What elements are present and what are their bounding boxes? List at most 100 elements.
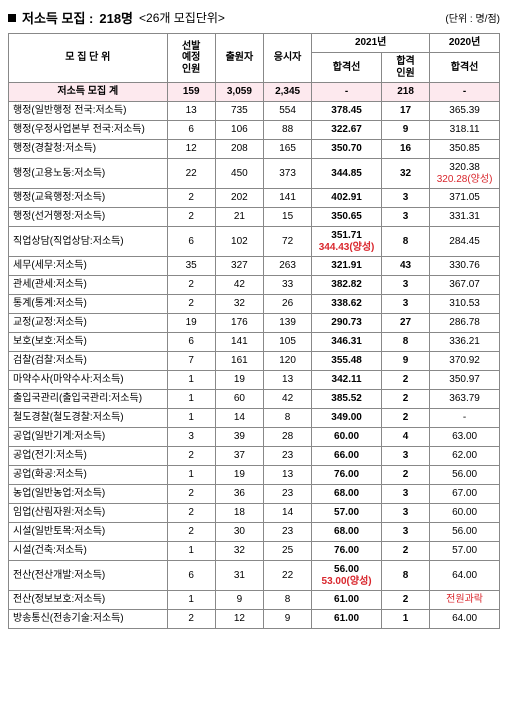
cell-passed: 2 [381,542,429,561]
row-name: 행정(선거행정:저소득) [9,208,168,227]
summary-cutoff2020: - [430,83,500,102]
cell-exam: 23 [263,447,311,466]
cell-exam: 139 [263,314,311,333]
table-row: 마약수사(마약수사:저소득)11913342.112350.97 [9,371,500,390]
cell-sel: 12 [167,140,215,159]
cell-exam: 88 [263,121,311,140]
cell-cutoff2020: 57.00 [430,542,500,561]
cell-cutoff2020: 336.21 [430,333,500,352]
cell-cutoff2020: 367.07 [430,276,500,295]
summary-passed: 218 [381,83,429,102]
summary-selection: 159 [167,83,215,102]
cell-app: 60 [215,390,263,409]
cell-exam: 9 [263,610,311,629]
cell-sel: 2 [167,447,215,466]
table-row: 출입국관리(출입국관리:저소득)16042385.522363.79 [9,390,500,409]
row-name: 전산(전산개발:저소득) [9,561,168,591]
table-row: 철도경찰(철도경찰:저소득)1148349.002- [9,409,500,428]
cell-app: 9 [215,591,263,610]
cell-passed: 32 [381,159,429,189]
cell-sel: 1 [167,591,215,610]
cell-app: 19 [215,371,263,390]
cell-cutoff2021: 61.00 [312,610,382,629]
cell-cutoff2020: - [430,409,500,428]
cell-sel: 6 [167,333,215,352]
cell-exam: 8 [263,591,311,610]
cell-cutoff2020: 56.00 [430,523,500,542]
cell-sel: 2 [167,504,215,523]
table-row: 방송통신(전송기술:저소득)212961.00164.00 [9,610,500,629]
cell-sel: 1 [167,409,215,428]
cell-app: 31 [215,561,263,591]
cell-cutoff2021: 338.62 [312,295,382,314]
cell-exam: 23 [263,485,311,504]
cell-cutoff2021: 290.73 [312,314,382,333]
row-name: 관세(관세:저소득) [9,276,168,295]
table-row: 시설(일반토목:저소득)2302368.00356.00 [9,523,500,542]
table-row: 공업(일반기계:저소득)3392860.00463.00 [9,428,500,447]
summary-examinees: 2,345 [263,83,311,102]
cell-passed: 9 [381,352,429,371]
table-row: 행정(고용노동:저소득)22450373344.8532320.38320.28… [9,159,500,189]
cell-sel: 6 [167,561,215,591]
row-name: 공업(전기:저소득) [9,447,168,466]
cell-cutoff2021: 351.71344.43(양성) [312,227,382,257]
table-row: 행정(경찰청:저소득)12208165350.7016350.85 [9,140,500,159]
row-name: 공업(화공:저소득) [9,466,168,485]
cell-exam: 22 [263,561,311,591]
cell-exam: 15 [263,208,311,227]
cell-cutoff2020: 60.00 [430,504,500,523]
cell-passed: 17 [381,102,429,121]
header-row-1: 모 집 단 위 선발예정인원 출원자 응시자 2021년 2020년 [9,34,500,53]
cell-cutoff2021: 57.00 [312,504,382,523]
cell-sel: 6 [167,227,215,257]
row-name: 출입국관리(출입국관리:저소득) [9,390,168,409]
row-name: 통계(통계:저소득) [9,295,168,314]
cell-cutoff2021: 68.00 [312,523,382,542]
cell-cutoff2020: 63.00 [430,428,500,447]
cell-passed: 8 [381,333,429,352]
document-header: 저소득 모집 : 218명 <26개 모집단위> (단위 : 명/점) [8,8,500,27]
row-name: 임업(산림자원:저소득) [9,504,168,523]
cell-cutoff2020: 전원과락 [430,591,500,610]
col-selection: 선발예정인원 [167,34,215,83]
table-row: 보호(보호:저소득)6141105346.318336.21 [9,333,500,352]
cell-passed: 8 [381,227,429,257]
cell-sel: 1 [167,390,215,409]
table-row: 통계(통계:저소득)23226338.623310.53 [9,295,500,314]
cell-passed: 4 [381,428,429,447]
cell-exam: 554 [263,102,311,121]
cell-cutoff2021: 344.85 [312,159,382,189]
cell-cutoff2020: 318.11 [430,121,500,140]
table-row: 행정(교육행정:저소득)2202141402.913371.05 [9,189,500,208]
cell-app: 102 [215,227,263,257]
cell-app: 37 [215,447,263,466]
col-unit-name: 모 집 단 위 [9,34,168,83]
row-name: 시설(일반토목:저소득) [9,523,168,542]
cell-cutoff2021: 349.00 [312,409,382,428]
cell-app: 36 [215,485,263,504]
cell-cutoff2020: 310.53 [430,295,500,314]
col-cutoff-2020: 합격선 [430,53,500,83]
cell-exam: 28 [263,428,311,447]
cell-passed: 3 [381,485,429,504]
cell-cutoff2020: 286.78 [430,314,500,333]
table-row: 전산(정보보호:저소득)19861.002전원과락 [9,591,500,610]
col-year2020: 2020년 [430,34,500,53]
cell-cutoff2020: 62.00 [430,447,500,466]
col-examinees: 응시자 [263,34,311,83]
table-row: 행정(우정사업본부 전국:저소득)610688322.679318.11 [9,121,500,140]
cell-app: 450 [215,159,263,189]
row-name: 교정(교정:저소득) [9,314,168,333]
cell-app: 327 [215,257,263,276]
cell-cutoff2021: 66.00 [312,447,382,466]
cell-cutoff2020: 320.38320.28(양성) [430,159,500,189]
cell-cutoff2021: 76.00 [312,466,382,485]
row-name: 시설(건축:저소득) [9,542,168,561]
cell-passed: 2 [381,409,429,428]
cell-sel: 2 [167,523,215,542]
cell-sel: 7 [167,352,215,371]
cell-app: 208 [215,140,263,159]
row-name: 방송통신(전송기술:저소득) [9,610,168,629]
col-cutoff-2021: 합격선 [312,53,382,83]
